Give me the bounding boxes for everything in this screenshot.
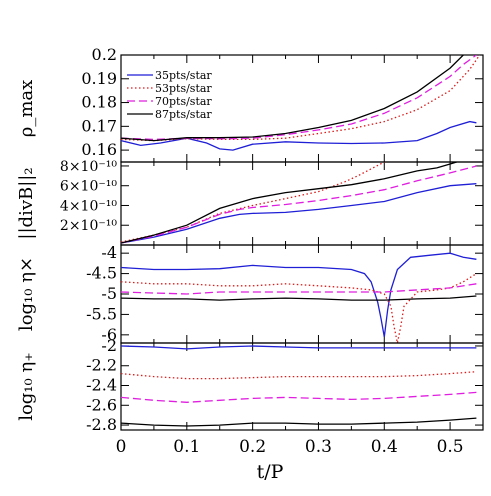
series-line-87pts/star xyxy=(121,295,477,301)
x-tick-label: 0.2 xyxy=(239,437,266,457)
y-tick-label: 2×10⁻¹⁰ xyxy=(60,218,117,234)
panel-2: -6 -5.5-5-4.5 -4 log₁₀ η× xyxy=(16,243,484,344)
x-tick-label: 0.5 xyxy=(437,437,464,457)
y-tick-label: -2.2 xyxy=(86,356,117,375)
x-tick-label: 0 xyxy=(116,437,127,457)
y-tick-label: 8×10⁻¹⁰ xyxy=(60,159,117,175)
series-line-87pts/star xyxy=(121,417,477,427)
legend-label: 87pts/star xyxy=(155,108,212,121)
series-line-35pts/star xyxy=(121,183,477,244)
x-tick-label: 0.1 xyxy=(173,437,200,457)
y-tick-label: -2.8 xyxy=(86,415,117,434)
y-tick-label: -4.5 xyxy=(86,264,117,283)
panel-frame xyxy=(120,342,484,431)
y-tick-label: -6 xyxy=(101,325,117,344)
series-line-53pts/star xyxy=(121,371,477,380)
legend-label: 35pts/star xyxy=(155,69,212,82)
x-tick-label: 0.4 xyxy=(371,437,398,457)
y-tick-label: 0.17 xyxy=(81,116,117,135)
y-tick-label: 4×10⁻¹⁰ xyxy=(60,198,117,214)
panel-3: -2.8-2.6-2.4-2.2-2 log₁₀ η₊ xyxy=(16,336,484,434)
y-tick-label: -2.4 xyxy=(86,376,117,395)
series-line-35pts/star xyxy=(121,120,477,151)
y-tick-label: 0.16 xyxy=(81,140,117,159)
y-tick-label: 0.2 xyxy=(92,45,117,64)
series-line-87pts/star xyxy=(121,162,457,244)
series-line-35pts/star xyxy=(121,345,477,350)
series-line-70pts/star xyxy=(121,165,477,244)
series-line-35pts/star xyxy=(121,252,477,338)
y-tick-label: -4 xyxy=(101,243,117,262)
y-tick-label: 6×10⁻¹⁰ xyxy=(60,179,117,195)
y-tick-label: 0.19 xyxy=(81,69,117,88)
series-line-70pts/star xyxy=(121,391,477,403)
panel-1: 2×10⁻¹⁰ 4×10⁻¹⁰ 6×10⁻¹⁰ 8×10⁻¹⁰ ||divB||₂ xyxy=(16,159,484,246)
y-axis-label: ||divB||₂ xyxy=(16,167,37,239)
series-line-53pts/star xyxy=(121,273,477,343)
legend-label: 70pts/star xyxy=(155,95,212,108)
series-line-53pts/star xyxy=(121,162,385,243)
x-tick-label: 0.3 xyxy=(305,437,332,457)
y-tick-label: -2.6 xyxy=(86,395,117,414)
x-axis-label: t/P xyxy=(257,461,284,483)
panel-0: 0.16 0.17 0.18 0.19 0.2 ρ_max xyxy=(16,45,484,163)
series-line-87pts/star xyxy=(121,55,464,142)
y-axis-label: ρ_max xyxy=(16,80,37,138)
y-tick-label: -5 xyxy=(101,284,117,303)
y-tick-label: -2 xyxy=(101,336,117,355)
y-axis-label: log₁₀ η₊ xyxy=(16,352,37,421)
y-axis-label: log₁₀ η× xyxy=(16,257,37,331)
series-line-70pts/star xyxy=(121,283,477,295)
legend-label: 53pts/star xyxy=(155,82,212,95)
y-tick-label: -5.5 xyxy=(86,304,117,323)
y-tick-label: 0.18 xyxy=(81,93,117,112)
